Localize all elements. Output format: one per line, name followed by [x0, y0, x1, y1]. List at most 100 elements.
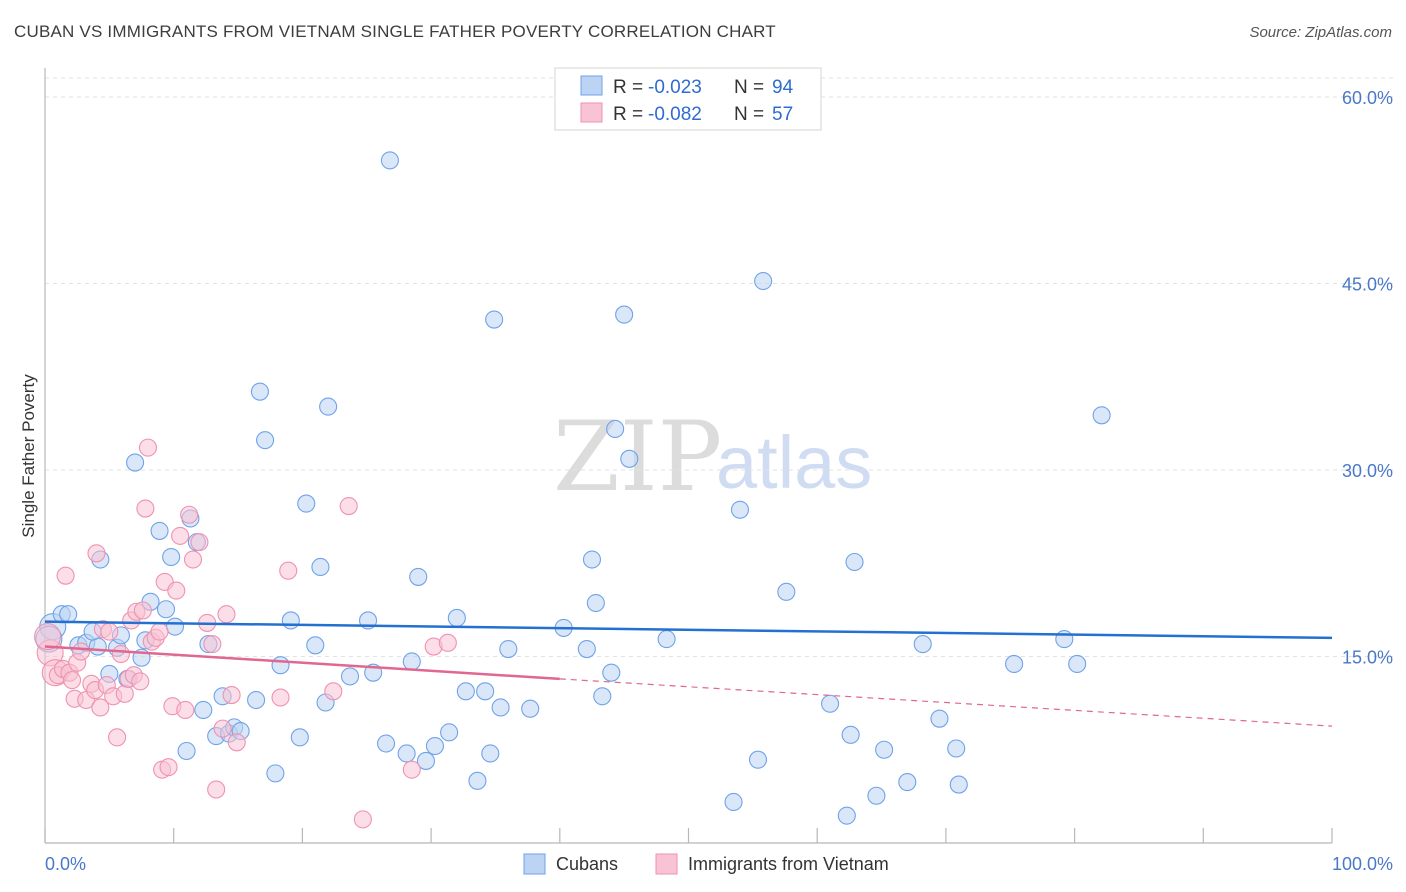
- cubans-point-90: [1055, 630, 1074, 649]
- cubans-point-53: [447, 608, 466, 628]
- vietnam-point-35: [159, 758, 178, 777]
- cubans-point-83: [875, 740, 894, 759]
- vietnam-point-46: [213, 719, 232, 738]
- y-tick-label-1: 30.0%: [1342, 461, 1393, 481]
- legend-n-value-1: 94: [772, 77, 794, 98]
- vietnam-point-19: [108, 728, 127, 747]
- cubans-point-59: [491, 698, 510, 717]
- legend-r-label-2: R =: [613, 104, 643, 125]
- cubans-point-61: [521, 699, 540, 718]
- vietnam-point-52: [324, 682, 343, 701]
- cubans-point-65: [586, 593, 605, 613]
- vietnam-point-29: [138, 438, 158, 457]
- cubans-point-92: [1092, 406, 1111, 425]
- cubans-trend-line: [44, 620, 1333, 640]
- vietnam-point-37: [167, 581, 186, 600]
- cubans-point-46: [380, 151, 399, 170]
- cubans-point-69: [615, 305, 634, 324]
- cubans-point-16: [150, 521, 169, 540]
- cubans-point-76: [777, 582, 796, 601]
- correlation-legend: R = -0.023 N = 94 R = -0.082 N = 57: [554, 67, 822, 131]
- legend-n-value-2: 57: [772, 104, 793, 125]
- bottom-legend-swatch-cubans: [523, 853, 546, 875]
- cubans-point-86: [930, 709, 949, 728]
- legend-n-label-1: N =: [734, 77, 764, 98]
- cubans-point-88: [949, 775, 968, 794]
- legend-swatch-cubans: [580, 75, 603, 96]
- cubans-point-34: [271, 656, 290, 675]
- cubans-point-18: [162, 547, 181, 567]
- cubans-point-35: [281, 611, 300, 630]
- legend-swatch-vietnam: [580, 102, 603, 123]
- cubans-point-70: [620, 449, 639, 468]
- chart-title: CUBAN VS IMMIGRANTS FROM VIETNAM SINGLE …: [14, 22, 776, 41]
- vietnam-point-55: [402, 760, 421, 779]
- cubans-point-47: [397, 744, 416, 763]
- vietnam-point-42: [190, 533, 209, 552]
- vietnam-point-32: [150, 622, 169, 641]
- y-tick-label-0: 15.0%: [1342, 648, 1393, 668]
- cubans-point-49: [409, 567, 428, 586]
- cubans-point-32: [256, 431, 275, 450]
- x-tick-label-max: 100.0%: [1332, 854, 1393, 874]
- cubans-point-85: [913, 635, 932, 654]
- cubans-point-12: [126, 453, 145, 472]
- cubans-point-19: [165, 617, 185, 636]
- cubans-point-36: [290, 728, 309, 747]
- vietnam-point-57: [438, 633, 457, 652]
- cubans-point-66: [593, 687, 612, 706]
- vietnam-point-41: [183, 550, 203, 569]
- cubans-point-42: [340, 667, 360, 686]
- vietnam-point-26: [131, 672, 150, 691]
- cubans-point-72: [724, 792, 743, 812]
- y-tick-labels: 15.0% 30.0% 45.0% 60.0%: [1342, 88, 1393, 668]
- vietnam-point-54: [353, 810, 372, 829]
- cubans-point-22: [177, 741, 196, 761]
- cubans-point-89: [1005, 654, 1024, 674]
- cubans-point-38: [306, 636, 325, 655]
- cubans-point-54: [456, 682, 475, 701]
- vietnam-point-58: [34, 623, 62, 651]
- cubans-point-79: [837, 806, 856, 825]
- vietnam-point-4: [56, 566, 75, 585]
- cubans-point-48: [402, 652, 421, 671]
- bottom-legend-swatch-vietnam: [655, 853, 678, 875]
- vietnam-point-48: [222, 685, 241, 705]
- vietnam-trend-line: [44, 645, 560, 681]
- cubans-point-80: [841, 725, 860, 744]
- vietnam-point-20: [111, 644, 130, 664]
- y-tick-label-3: 60.0%: [1342, 88, 1393, 108]
- y-tick-label-2: 45.0%: [1342, 275, 1393, 295]
- cubans-point-63: [577, 639, 596, 659]
- vietnam-point-14: [91, 698, 110, 717]
- cubans-point-39: [311, 557, 330, 577]
- cubans-point-75: [754, 271, 773, 291]
- vietnam-point-38: [171, 526, 190, 545]
- legend-r-value-1: -0.023: [648, 77, 702, 98]
- cubans-point-73: [730, 500, 750, 519]
- cubans-point-56: [476, 682, 495, 701]
- vietnam-point-47: [217, 605, 236, 624]
- cubans-point-37: [297, 494, 316, 513]
- vietnam-point-44: [203, 635, 222, 654]
- cubans-point-91: [1068, 654, 1087, 674]
- cubans-point-23: [194, 700, 213, 720]
- bottom-legend-label-cubans: Cubans: [556, 854, 618, 874]
- cubans-point-71: [657, 630, 676, 649]
- cubans-point-41: [319, 397, 338, 416]
- cubans-point-51: [425, 736, 445, 756]
- vietnam-points: [34, 438, 457, 829]
- source-credit: Source: ZipAtlas.com: [1249, 24, 1392, 41]
- cubans-point-68: [606, 419, 625, 439]
- legend-r-value-2: -0.082: [648, 104, 702, 125]
- vietnam-point-50: [271, 688, 290, 707]
- vietnam-point-45: [207, 780, 226, 799]
- vietnam-point-39: [176, 700, 195, 720]
- cubans-point-58: [485, 310, 504, 329]
- cubans-point-87: [947, 739, 966, 758]
- cubans-point-33: [266, 764, 285, 783]
- cubans-point-81: [845, 552, 864, 572]
- series-legend: Cubans Immigrants from Vietnam: [523, 853, 889, 875]
- watermark-atlas: atlas: [716, 421, 872, 504]
- vietnam-point-49: [227, 733, 246, 752]
